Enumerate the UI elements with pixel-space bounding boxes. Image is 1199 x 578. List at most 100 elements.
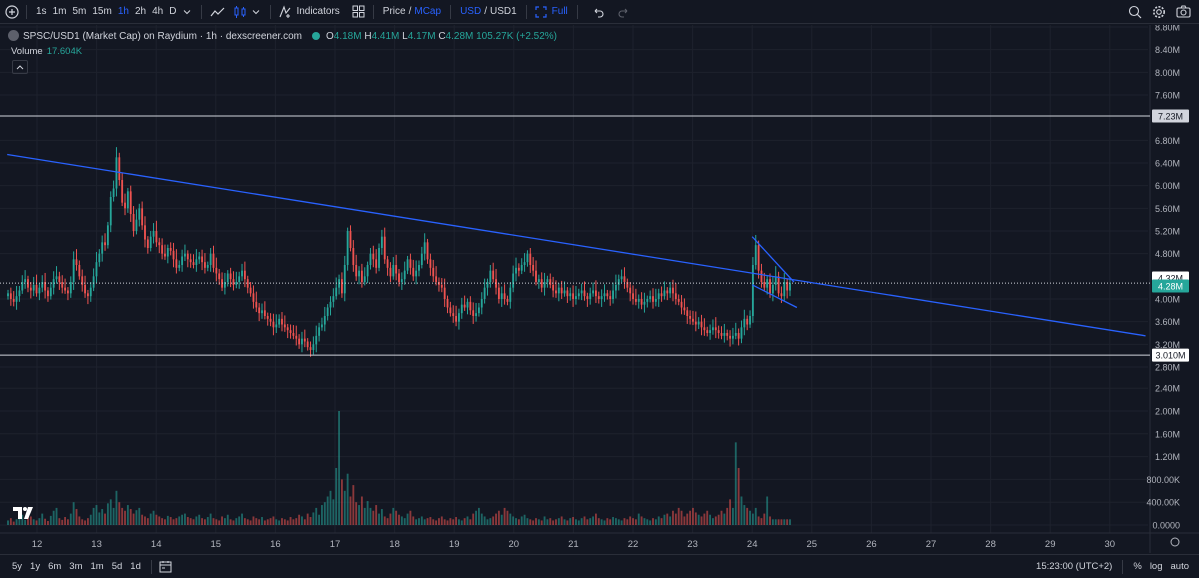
candles-icon[interactable] bbox=[232, 4, 248, 20]
candle-body bbox=[729, 335, 731, 339]
volume-bar bbox=[463, 518, 466, 525]
legend-low-value: 4.17M bbox=[407, 31, 436, 42]
candle-body bbox=[95, 262, 98, 277]
legend-title: SPSC/USD1 (Market Cap) on Raydium · 1h ·… bbox=[23, 31, 302, 42]
candle-body bbox=[515, 267, 517, 274]
volume-bar bbox=[495, 513, 497, 525]
volume-bar bbox=[380, 509, 383, 525]
chevron-down-icon[interactable] bbox=[179, 4, 195, 20]
candle-body bbox=[303, 338, 306, 342]
volume-bar bbox=[232, 520, 235, 525]
volume-bar bbox=[360, 496, 363, 525]
interval-1s[interactable]: 1s bbox=[36, 6, 47, 17]
usd1-toggle[interactable]: USD1 bbox=[489, 6, 517, 17]
full-button[interactable]: Full bbox=[551, 6, 568, 17]
usd-toggle[interactable]: USD bbox=[460, 6, 482, 17]
candle-body bbox=[135, 219, 138, 231]
candle-body bbox=[418, 265, 420, 271]
wedge-lower-line bbox=[751, 284, 798, 309]
chart-pane[interactable]: 8.80M 8.40M 8.00M 7.60M 6.80M 6.40M 6.00M 5.60M… bbox=[0, 25, 1199, 553]
interval-2h[interactable]: 2h bbox=[134, 6, 147, 17]
candle-body bbox=[283, 324, 286, 328]
range-5d[interactable]: 5d bbox=[111, 561, 123, 572]
quick-search-icon[interactable] bbox=[1127, 4, 1143, 20]
volume-bar bbox=[246, 519, 249, 525]
volume-bar bbox=[295, 518, 298, 525]
chart-canvas[interactable]: 8.80M 8.40M 8.00M 7.60M 6.80M 6.40M 6.00M 5.60M… bbox=[0, 25, 1199, 553]
volume-bar bbox=[566, 520, 569, 525]
chevron-down-icon[interactable] bbox=[248, 4, 264, 20]
volume-bar bbox=[378, 513, 380, 525]
timezone-clock[interactable]: 15:23:00 (UTC+2) bbox=[1036, 561, 1113, 572]
candle-body bbox=[218, 273, 221, 280]
settings-gear-icon[interactable] bbox=[1151, 4, 1167, 20]
candle-body bbox=[203, 262, 206, 268]
log-scale-toggle[interactable]: log bbox=[1149, 561, 1163, 572]
range-6m[interactable]: 6m bbox=[48, 561, 62, 572]
volume-bar bbox=[326, 496, 329, 525]
volume-bar bbox=[526, 518, 529, 525]
candle-body bbox=[600, 296, 603, 299]
volume-bar bbox=[169, 517, 172, 525]
candle-body bbox=[420, 253, 423, 265]
line-chart-icon[interactable] bbox=[208, 4, 228, 20]
interval-1m[interactable]: 1m bbox=[52, 6, 67, 17]
volume-bar bbox=[318, 514, 321, 525]
volume-bar bbox=[212, 518, 215, 525]
candle-body bbox=[335, 287, 338, 297]
candle-body bbox=[81, 276, 84, 285]
date-range-calendar-icon[interactable] bbox=[158, 559, 174, 575]
interval-1h[interactable]: 1h bbox=[117, 6, 129, 17]
candle-body bbox=[614, 284, 617, 291]
volume-bar bbox=[175, 518, 178, 525]
candle-body bbox=[740, 327, 743, 339]
interval-4h[interactable]: 4h bbox=[152, 6, 164, 17]
volume-bar bbox=[258, 519, 261, 525]
range-1m[interactable]: 1m bbox=[90, 561, 104, 572]
candle-body bbox=[537, 279, 540, 282]
undo-icon[interactable] bbox=[590, 4, 606, 20]
candle-body bbox=[594, 290, 597, 297]
indicators-icon[interactable] bbox=[277, 4, 293, 20]
range-1d[interactable]: 1d bbox=[130, 561, 141, 572]
candle-body bbox=[306, 341, 309, 348]
volume-bar bbox=[789, 519, 791, 525]
fullscreen-icon[interactable] bbox=[533, 4, 549, 20]
volume-bar bbox=[69, 513, 72, 525]
candle-body bbox=[726, 333, 729, 336]
candle-body bbox=[326, 307, 329, 316]
time-axis-label: 30 bbox=[1105, 539, 1116, 550]
volume-bar bbox=[694, 512, 697, 525]
level-price-tag-bg bbox=[1152, 348, 1189, 362]
percent-scale-toggle[interactable]: % bbox=[1133, 561, 1142, 572]
volume-bar bbox=[760, 518, 763, 525]
range-3m[interactable]: 3m bbox=[69, 561, 83, 572]
volume-bar bbox=[429, 517, 432, 525]
volume-bar bbox=[18, 517, 21, 525]
volume-bar bbox=[512, 516, 515, 525]
range-5y[interactable]: 5y bbox=[12, 561, 23, 572]
volume-bar bbox=[389, 513, 392, 525]
tradingview-logo[interactable] bbox=[12, 505, 38, 523]
snapshot-camera-icon[interactable] bbox=[1175, 4, 1191, 20]
candle-body bbox=[672, 287, 674, 294]
interval-15m[interactable]: 15m bbox=[92, 6, 112, 17]
interval-5m[interactable]: 5m bbox=[72, 6, 87, 17]
candle-body bbox=[674, 293, 677, 299]
candle-body bbox=[480, 299, 483, 308]
layout-grid-icon[interactable] bbox=[351, 4, 367, 20]
indicators-button[interactable]: Indicators bbox=[296, 6, 340, 17]
candle-body bbox=[129, 191, 132, 214]
range-1y[interactable]: 1y bbox=[30, 561, 41, 572]
price-toggle[interactable]: Price bbox=[382, 6, 406, 17]
redo-icon[interactable] bbox=[616, 4, 632, 20]
mcap-toggle[interactable]: MCap bbox=[414, 6, 442, 17]
volume-bar bbox=[489, 518, 492, 525]
volume-bar bbox=[306, 513, 309, 525]
collapse-legend-button[interactable] bbox=[12, 60, 28, 74]
auto-scale-toggle[interactable]: auto bbox=[1170, 561, 1190, 572]
interval-D[interactable]: D bbox=[169, 6, 177, 17]
add-symbol-icon[interactable] bbox=[4, 4, 20, 20]
candle-body bbox=[340, 279, 343, 294]
volume-bar bbox=[654, 519, 657, 525]
